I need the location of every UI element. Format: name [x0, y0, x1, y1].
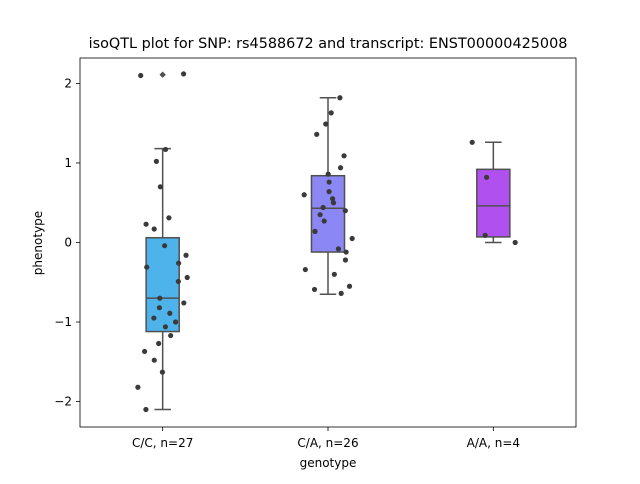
data-point — [156, 305, 163, 311]
data-point — [135, 384, 141, 390]
data-point — [329, 196, 336, 202]
data-point — [143, 221, 149, 227]
data-point — [482, 232, 488, 238]
data-point — [162, 243, 168, 249]
data-point — [338, 290, 344, 296]
data-point — [157, 295, 163, 301]
data-point — [172, 319, 179, 325]
x-tick-label: A/A, n=4 — [467, 436, 520, 450]
data-point — [331, 271, 337, 277]
data-point — [153, 158, 160, 164]
data-point — [162, 146, 169, 153]
data-point — [184, 274, 190, 281]
data-point — [143, 406, 149, 413]
data-point — [320, 204, 326, 211]
data-point — [512, 239, 518, 246]
y-tick-label: −1 — [54, 315, 72, 329]
data-point — [301, 192, 307, 198]
data-point — [314, 131, 320, 137]
data-point — [159, 369, 166, 375]
data-point — [181, 300, 187, 306]
chart-title: isoQTL plot for SNP: rs4588672 and trans… — [89, 36, 568, 52]
data-point — [342, 208, 348, 214]
data-point — [175, 278, 181, 285]
data-point — [326, 189, 332, 195]
data-point — [341, 153, 347, 159]
data-point — [321, 218, 327, 224]
data-point — [151, 226, 157, 232]
box — [476, 168, 511, 238]
data-point — [312, 228, 318, 234]
data-point — [328, 110, 334, 116]
data-point — [175, 260, 182, 266]
data-point — [346, 283, 353, 289]
data-point — [183, 252, 189, 258]
data-point — [337, 95, 343, 101]
x-tick-label: C/C, n=27 — [132, 436, 193, 450]
data-point — [167, 310, 173, 316]
boxes-layer — [145, 71, 511, 411]
box — [145, 236, 180, 333]
data-point — [483, 174, 490, 180]
data-point — [323, 121, 329, 127]
x-axis-ticks: C/C, n=27 C/A, n=26 A/A, n=4 — [132, 427, 520, 450]
data-point — [138, 72, 144, 79]
data-point — [151, 315, 157, 321]
data-point — [326, 179, 332, 185]
y-tick-label: 0 — [64, 236, 72, 250]
data-point — [166, 215, 172, 221]
data-point — [151, 357, 157, 363]
data-point — [157, 184, 163, 190]
data-point — [144, 264, 150, 270]
y-tick-label: −2 — [54, 395, 72, 409]
data-point — [168, 332, 174, 339]
data-point — [311, 286, 318, 293]
data-point — [469, 139, 475, 145]
data-point — [342, 257, 349, 263]
box — [310, 174, 346, 253]
data-point — [156, 340, 162, 347]
x-axis-label: genotype — [300, 456, 357, 470]
y-axis-ticks: −2 −1 0 1 2 — [54, 76, 80, 409]
data-point — [337, 165, 344, 171]
outlier-marker — [159, 71, 166, 78]
y-tick-label: 1 — [64, 156, 72, 170]
data-point — [335, 246, 342, 252]
data-point — [349, 235, 355, 242]
data-point — [330, 200, 337, 206]
x-tick-label: C/A, n=26 — [297, 436, 358, 450]
data-point — [317, 212, 323, 218]
y-tick-label: 2 — [64, 76, 72, 90]
data-point — [142, 348, 148, 355]
data-point — [302, 266, 308, 273]
data-point — [343, 249, 349, 255]
data-point — [162, 324, 169, 330]
points-layer — [135, 71, 518, 413]
data-point — [325, 171, 331, 177]
y-axis-label: phenotype — [31, 211, 45, 275]
data-point — [180, 71, 187, 77]
